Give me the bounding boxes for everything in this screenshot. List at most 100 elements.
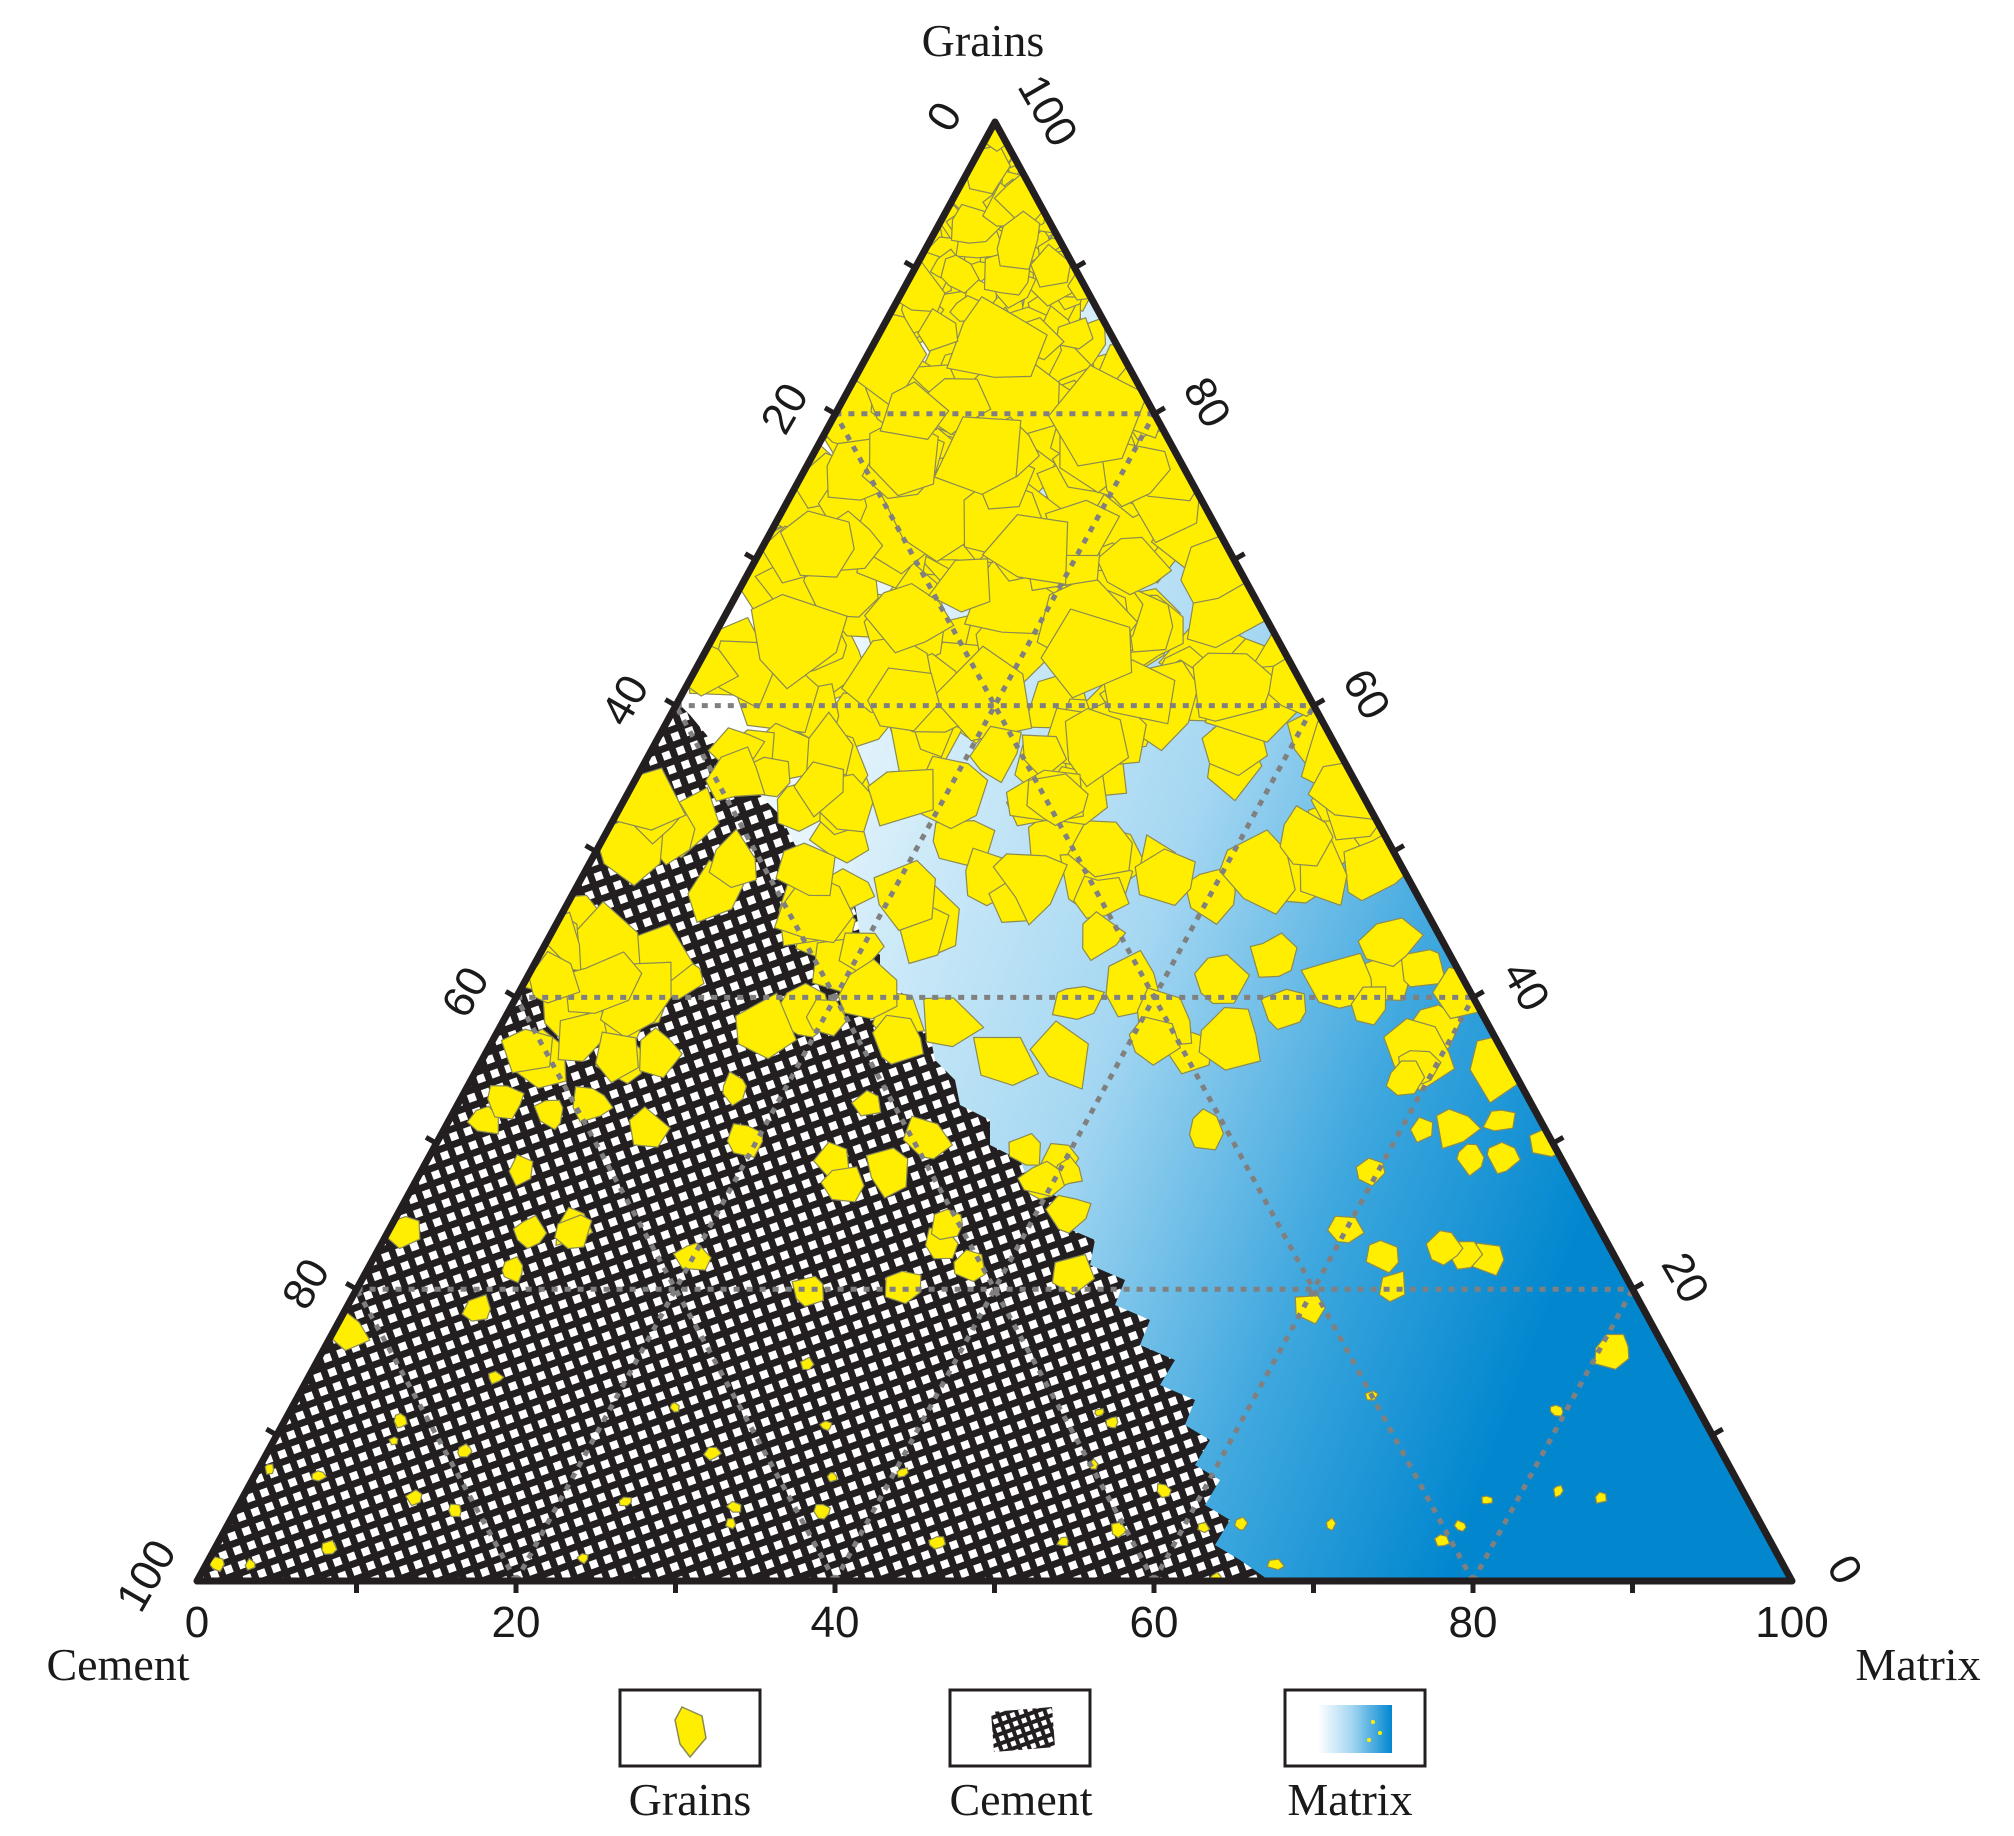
right-axis-tick xyxy=(1312,697,1326,708)
grain-particle xyxy=(1425,1230,1464,1266)
grain-particle xyxy=(805,998,848,1037)
grain-particle xyxy=(1481,1495,1493,1505)
grain-particle xyxy=(896,1467,909,1478)
grain-particle xyxy=(1040,608,1133,699)
grain-particle xyxy=(1300,952,1374,1009)
grain-particle xyxy=(1435,1108,1482,1150)
bottom-tick-80: 80 xyxy=(1449,1598,1498,1647)
bottom-tick-20: 20 xyxy=(492,1598,541,1647)
grain-particle xyxy=(1482,1109,1516,1132)
right-tick-20: 20 xyxy=(1652,1245,1719,1312)
grain-particle xyxy=(820,1166,865,1203)
grain-particle xyxy=(1008,1132,1042,1166)
grain-particle xyxy=(1249,932,1298,978)
grain-particle xyxy=(799,1356,815,1371)
grain-particle xyxy=(708,828,758,889)
right-tick-80: 80 xyxy=(1174,369,1241,436)
grain-particle xyxy=(1096,536,1173,596)
grain-particle xyxy=(1056,1536,1069,1547)
grain-particle xyxy=(1197,1521,1211,1534)
right-axis-tick xyxy=(1631,1281,1645,1292)
grid-line-matrix-80 xyxy=(1470,1288,1635,1583)
grain-particle xyxy=(1064,707,1130,788)
grain-particle xyxy=(1051,985,1106,1021)
grain-particle xyxy=(1409,1116,1434,1144)
right-axis-tick xyxy=(1711,1426,1724,1438)
left-axis-tick xyxy=(743,551,757,562)
grain-particle xyxy=(1021,734,1068,780)
grain-particle xyxy=(928,1535,947,1550)
grain-particle xyxy=(927,558,991,613)
legend-item-matrix: Matrix xyxy=(1283,1688,1427,1825)
grain-particle xyxy=(992,853,1068,926)
grain-particle xyxy=(946,296,1048,378)
vertex-label-cement: Cement xyxy=(46,1639,189,1690)
grain-particle xyxy=(508,1153,534,1187)
grain-particle xyxy=(1326,1215,1365,1244)
grain-particle xyxy=(923,997,985,1048)
grain-particle xyxy=(865,1147,909,1199)
grain-particle xyxy=(867,768,934,827)
triangle-plot-area xyxy=(197,122,1792,1581)
grain-particle xyxy=(393,1412,408,1429)
grain-particle xyxy=(793,761,845,818)
grain-particle xyxy=(724,1517,737,1530)
grain-particle xyxy=(388,1436,399,1446)
grain-particle xyxy=(1094,1408,1105,1417)
grain-particle xyxy=(487,1084,525,1120)
grain-particle xyxy=(457,1443,473,1458)
grain-particle xyxy=(533,1099,564,1131)
grain-particle xyxy=(404,1489,423,1507)
grain-particle xyxy=(863,582,955,654)
vertex-label-matrix: Matrix xyxy=(1855,1639,1980,1690)
grain-particle xyxy=(669,1401,680,1413)
grain-particle xyxy=(1378,1270,1406,1303)
grain-particle xyxy=(638,1027,683,1079)
legend-label-grains: Grains xyxy=(629,1774,752,1825)
grain-particle xyxy=(488,1370,505,1385)
bottom-tick-60: 60 xyxy=(1130,1598,1179,1647)
grain-particle xyxy=(750,593,848,690)
grain-particle xyxy=(1355,1157,1386,1187)
cement-mesh-region xyxy=(197,560,1270,1581)
left-axis-tick xyxy=(344,1281,358,1292)
grain-particle xyxy=(773,871,855,944)
grain-particle xyxy=(1453,1519,1467,1532)
grain-particle xyxy=(501,1256,524,1284)
grain-particle xyxy=(466,1105,499,1135)
grain-particle xyxy=(1357,917,1425,968)
grain-particle xyxy=(775,842,836,897)
grain-particle xyxy=(1026,773,1089,827)
legend-item-cement: Cement xyxy=(948,1688,1093,1825)
grain-particle xyxy=(1594,1491,1608,1504)
grain-particle xyxy=(311,1470,328,1482)
grain-particle xyxy=(1188,1108,1225,1151)
grain-particle xyxy=(1325,1517,1337,1532)
grain-particle xyxy=(1218,829,1296,915)
grain-particle xyxy=(871,1014,924,1065)
grain-swatch-icon xyxy=(674,1706,707,1759)
legend-label-matrix: Matrix xyxy=(1287,1774,1412,1825)
right-axis-tick xyxy=(1073,259,1087,271)
right-axis-tick xyxy=(1232,551,1246,562)
grain-particle xyxy=(917,307,959,352)
grain-particle xyxy=(1365,1239,1400,1274)
grain-particle xyxy=(264,1463,275,1475)
grain-particle xyxy=(725,1500,742,1513)
grain-particle xyxy=(735,992,798,1060)
grain-particle xyxy=(576,1552,589,1565)
matrix-swatch-speck-icon xyxy=(1378,1731,1382,1735)
grain-particle xyxy=(722,1070,748,1107)
grain-particle xyxy=(1266,1558,1286,1571)
grain-particle xyxy=(1594,1333,1630,1370)
left-tick-80: 80 xyxy=(273,1251,340,1318)
grain-particle xyxy=(873,859,937,932)
cement-mesh-swatch-icon xyxy=(991,1707,1055,1752)
grain-particle xyxy=(1198,1006,1261,1071)
grain-particle xyxy=(554,1214,593,1250)
grain-particle xyxy=(996,210,1041,271)
left-axis-tick xyxy=(504,989,518,1000)
left-tick-100: 100 xyxy=(107,1532,186,1620)
matrix-gradient-swatch-icon xyxy=(1318,1705,1392,1753)
